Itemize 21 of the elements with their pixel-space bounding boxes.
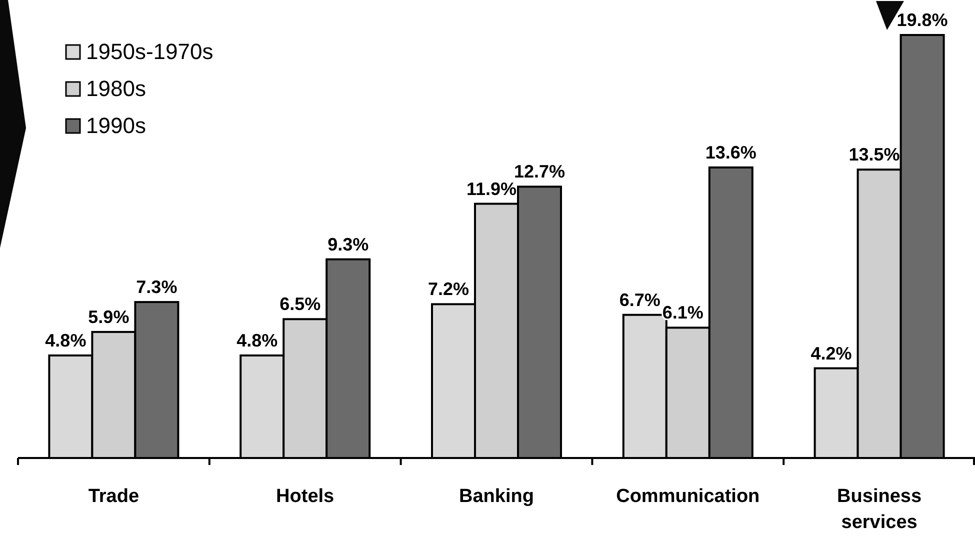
x-tick-label: Communication bbox=[616, 486, 760, 507]
data-label: 13.5% bbox=[848, 144, 900, 165]
data-label: 4.2% bbox=[810, 343, 852, 364]
data-label: 6.1% bbox=[662, 302, 704, 323]
data-label: 4.8% bbox=[236, 330, 278, 350]
data-label: 7.2% bbox=[428, 279, 470, 300]
legend-label: 1980s bbox=[86, 76, 146, 101]
x-tick-label: Hotels bbox=[276, 486, 334, 507]
data-label: 4.8% bbox=[45, 330, 86, 350]
data-label: 9.3% bbox=[328, 234, 369, 254]
legend-label: 1950s-1970s bbox=[86, 39, 214, 64]
data-label: 7.3% bbox=[136, 277, 178, 298]
data-label: 13.6% bbox=[705, 142, 756, 162]
data-label: 5.9% bbox=[88, 306, 130, 327]
x-tick-label: Banking bbox=[459, 486, 534, 507]
x-tick-label: Business services bbox=[837, 486, 922, 533]
data-label: 19.8% bbox=[896, 10, 948, 30]
x-tick-label: Trade bbox=[88, 486, 140, 507]
data-label: 6.7% bbox=[619, 290, 660, 310]
data-label: 6.5% bbox=[280, 294, 321, 314]
legend-label: 1990s bbox=[86, 113, 146, 138]
